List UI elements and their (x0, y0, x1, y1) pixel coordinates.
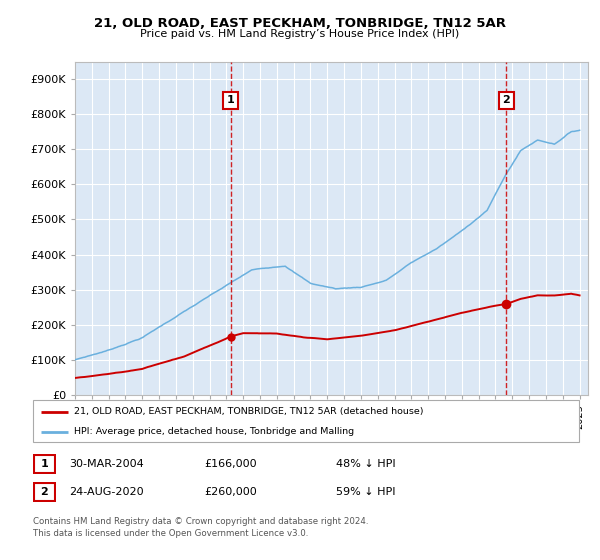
Text: 21, OLD ROAD, EAST PECKHAM, TONBRIDGE, TN12 5AR (detached house): 21, OLD ROAD, EAST PECKHAM, TONBRIDGE, T… (74, 407, 424, 416)
FancyBboxPatch shape (33, 400, 579, 442)
Text: 24-AUG-2020: 24-AUG-2020 (69, 487, 143, 497)
FancyBboxPatch shape (34, 483, 55, 501)
Text: Contains HM Land Registry data © Crown copyright and database right 2024.: Contains HM Land Registry data © Crown c… (33, 517, 368, 526)
Text: 1: 1 (227, 95, 235, 105)
Text: Price paid vs. HM Land Registry’s House Price Index (HPI): Price paid vs. HM Land Registry’s House … (140, 29, 460, 39)
Text: 48% ↓ HPI: 48% ↓ HPI (336, 459, 395, 469)
Text: £166,000: £166,000 (204, 459, 257, 469)
Text: 2: 2 (503, 95, 510, 105)
Text: 2: 2 (41, 487, 48, 497)
Text: 30-MAR-2004: 30-MAR-2004 (69, 459, 144, 469)
Text: £260,000: £260,000 (204, 487, 257, 497)
Text: 59% ↓ HPI: 59% ↓ HPI (336, 487, 395, 497)
Text: This data is licensed under the Open Government Licence v3.0.: This data is licensed under the Open Gov… (33, 529, 308, 538)
FancyBboxPatch shape (34, 455, 55, 473)
Text: 1: 1 (41, 459, 48, 469)
Text: 21, OLD ROAD, EAST PECKHAM, TONBRIDGE, TN12 5AR: 21, OLD ROAD, EAST PECKHAM, TONBRIDGE, T… (94, 17, 506, 30)
Text: HPI: Average price, detached house, Tonbridge and Malling: HPI: Average price, detached house, Tonb… (74, 427, 354, 436)
